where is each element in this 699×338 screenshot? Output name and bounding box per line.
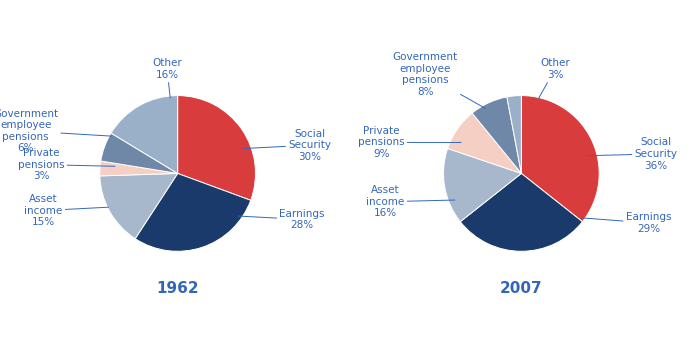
Text: Private
pensions
9%: Private pensions 9% bbox=[358, 126, 461, 159]
Wedge shape bbox=[521, 96, 599, 222]
Wedge shape bbox=[447, 113, 521, 173]
Wedge shape bbox=[507, 96, 521, 173]
Wedge shape bbox=[100, 173, 178, 239]
Text: Social
Security
36%: Social Security 36% bbox=[588, 137, 677, 171]
Text: Government
employee
pensions
8%: Government employee pensions 8% bbox=[393, 52, 485, 108]
Text: 2007: 2007 bbox=[500, 281, 542, 296]
Text: Government
employee
pensions
6%: Government employee pensions 6% bbox=[0, 108, 111, 153]
Text: Earnings
28%: Earnings 28% bbox=[238, 209, 325, 230]
Wedge shape bbox=[460, 173, 582, 251]
Text: Private
pensions
3%: Private pensions 3% bbox=[17, 148, 115, 181]
Text: Asset
income
16%: Asset income 16% bbox=[366, 185, 455, 218]
Wedge shape bbox=[100, 161, 178, 176]
Wedge shape bbox=[178, 96, 256, 200]
Text: Earnings
29%: Earnings 29% bbox=[582, 212, 671, 234]
Wedge shape bbox=[443, 148, 521, 222]
Text: Other
3%: Other 3% bbox=[539, 58, 570, 98]
Text: 1962: 1962 bbox=[157, 281, 199, 296]
Text: Social
Security
30%: Social Security 30% bbox=[244, 128, 331, 162]
Text: Asset
income
15%: Asset income 15% bbox=[24, 194, 108, 227]
Wedge shape bbox=[111, 96, 178, 173]
Wedge shape bbox=[472, 97, 521, 173]
Text: Other
16%: Other 16% bbox=[152, 58, 182, 98]
Wedge shape bbox=[135, 173, 251, 251]
Wedge shape bbox=[101, 133, 178, 173]
